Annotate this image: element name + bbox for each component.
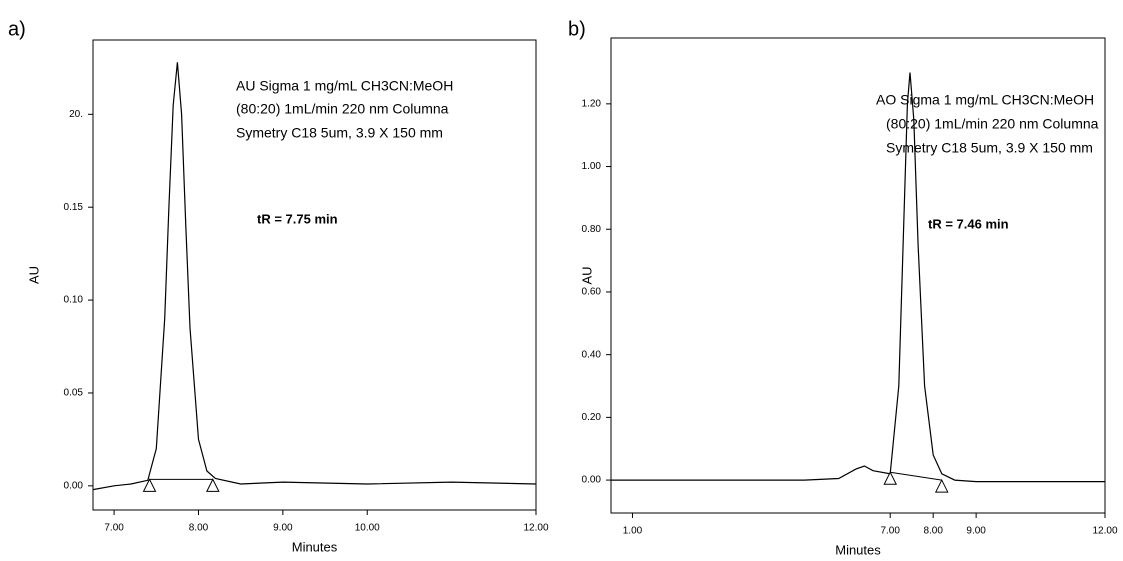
y-axis-label: AU <box>26 266 41 284</box>
y-tick-label: 1.00 <box>582 161 602 172</box>
annotation: AO Sigma 1 mg/mL CH3CN:MeOH <box>876 92 1094 108</box>
integration-baseline <box>890 471 942 481</box>
x-axis-label: Minutes <box>835 542 881 557</box>
plot-frame <box>610 37 1106 514</box>
y-tick-label: 0.00 <box>582 475 602 486</box>
panel-label: a) <box>8 18 26 40</box>
y-tick-label: 0.05 <box>64 388 84 399</box>
x-tick-label: 8.00 <box>189 523 209 534</box>
retention-time: tR = 7.46 min <box>928 216 1009 231</box>
y-tick-label: 1.20 <box>582 98 602 109</box>
baseline-marker <box>934 478 949 493</box>
plot-frame <box>92 39 537 511</box>
x-tick-label: 12.00 <box>1092 526 1117 537</box>
y-tick-label: 0.40 <box>582 349 602 360</box>
y-axis-label: AU <box>579 266 594 284</box>
baseline-marker <box>142 478 157 492</box>
x-tick-label: 7.00 <box>880 526 900 537</box>
x-tick-label: 7.00 <box>104 523 124 534</box>
y-tick-label: 0.60 <box>582 287 602 298</box>
x-axis-label: Minutes <box>292 539 338 554</box>
x-tick-label: 10.00 <box>355 523 380 534</box>
annotation: AU Sigma 1 mg/mL CH3CN:MeOH <box>236 78 453 94</box>
baseline-marker <box>883 471 898 485</box>
x-tick-label: 1.00 <box>623 526 643 537</box>
annotation: Symetry C18 5um, 3.9 X 150 mm <box>886 140 1093 156</box>
signal-line <box>611 72 1105 483</box>
x-tick-label: 9.00 <box>273 523 293 534</box>
y-tick-label: 0.20 <box>582 412 602 423</box>
retention-time: tR = 7.75 min <box>257 211 338 226</box>
x-tick-label: 9.00 <box>966 526 986 537</box>
y-tick-label: 0.00 <box>64 480 84 491</box>
annotation: (80:20) 1mL/min 220 nm Columna <box>236 101 449 117</box>
y-tick-label: 20. <box>69 109 83 120</box>
signal-line <box>92 62 537 491</box>
x-tick-label: 12.00 <box>523 523 548 534</box>
y-tick-label: 0.10 <box>64 295 84 306</box>
annotation: (80:20) 1mL/min 220 nm Columna <box>886 116 1099 132</box>
y-tick-label: 0.80 <box>582 224 602 235</box>
x-tick-label: 8.00 <box>923 526 943 537</box>
annotation: Symetry C18 5um, 3.9 X 150 mm <box>236 125 443 141</box>
panel-label: b) <box>568 18 586 40</box>
y-tick-label: 0.15 <box>64 202 84 213</box>
baseline-marker <box>206 478 220 492</box>
